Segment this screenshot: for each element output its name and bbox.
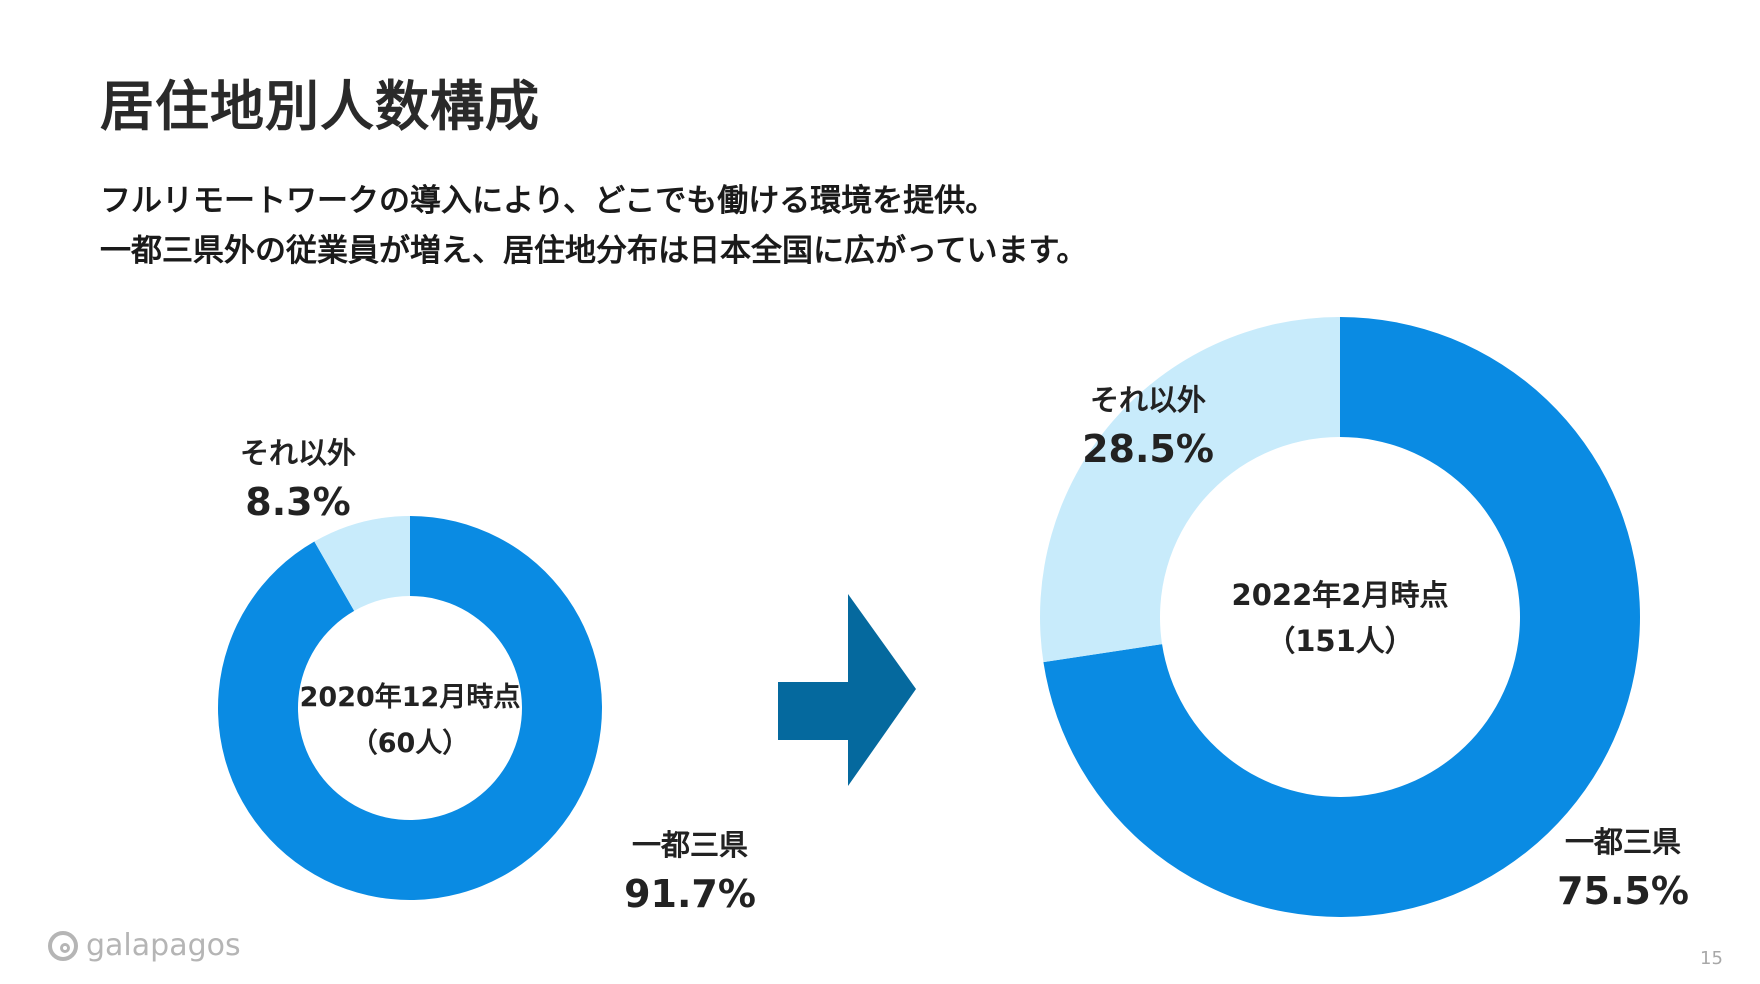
donut-chart-2022: 2022年2月時点 （151人） 一都三県 75.5% それ以外 28.5% — [1040, 316, 1689, 917]
center-label-line-2: （60人） — [351, 728, 470, 759]
galapagos-logo: galapagos — [48, 928, 241, 963]
slice-name-label: 一都三県 — [1565, 825, 1681, 859]
center-label-line-1: 2022年2月時点 — [1232, 578, 1449, 612]
slice-name-label: それ以外 — [240, 436, 356, 470]
page-title: 居住地別人数構成 — [100, 75, 540, 138]
slice-value-label: 8.3% — [245, 480, 350, 524]
page-number: 15 — [1700, 948, 1723, 969]
slice-value-label: 75.5% — [1557, 869, 1689, 913]
arrow-right-icon — [778, 594, 916, 786]
subtitle-line-2: 一都三県外の従業員が増え、居住地分布は日本全国に広がっています。 — [100, 233, 1088, 269]
center-label-line-1: 2020年12月時点 — [300, 681, 521, 713]
donut-slice-other — [314, 516, 410, 611]
logo-text: galapagos — [86, 928, 241, 963]
donut-slice-tokyo-area — [218, 516, 603, 900]
slice-name-label: 一都三県 — [632, 828, 748, 862]
center-label-line-2: （151人） — [1266, 624, 1414, 658]
donut-slice-tokyo-area — [1043, 317, 1641, 917]
slice-value-label: 28.5% — [1082, 427, 1214, 471]
donut-chart-2020: 2020年12月時点 （60人） 一都三県 91.7% それ以外 8.3% — [218, 436, 756, 916]
donut-slice-other — [1040, 316, 1340, 663]
subtitle: フルリモートワークの導入により、どこでも働ける環境を提供。 一都三県外の従業員が… — [100, 176, 1087, 276]
slice-value-label: 91.7% — [624, 872, 756, 916]
slice-name-label: それ以外 — [1090, 383, 1206, 417]
galapagos-logo-icon — [48, 930, 78, 961]
subtitle-line-1: フルリモートワークの導入により、どこでも働ける環境を提供。 — [100, 183, 997, 219]
